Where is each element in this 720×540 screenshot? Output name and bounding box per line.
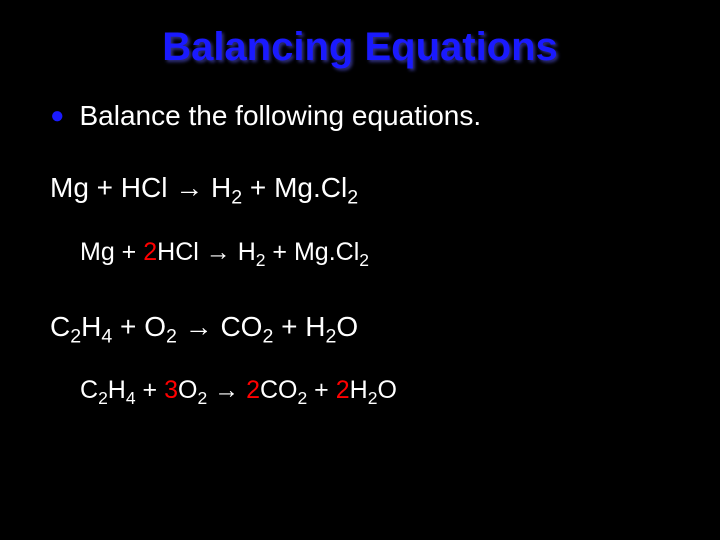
bullet-text: Balance the following equations. — [80, 100, 482, 132]
equation-1-balanced: Mg + 2HCl → H2 + Mg.Cl2 — [80, 238, 680, 271]
slide-title: Balancing Equations — [40, 25, 680, 70]
equation-2-unbalanced: C2H4 + O2 → CO2 + H2O — [50, 311, 680, 349]
bullet-item: ● Balance the following equations. — [50, 100, 680, 132]
bullet-icon: ● — [50, 100, 65, 132]
equation-1-unbalanced: Mg + HCl → H2 + Mg.Cl2 — [50, 172, 680, 210]
slide-container: Balancing Equations ● Balance the follow… — [0, 0, 720, 540]
equation-2-balanced: C2H4 + 3O2 → 2CO2 + 2H2O — [80, 376, 680, 409]
